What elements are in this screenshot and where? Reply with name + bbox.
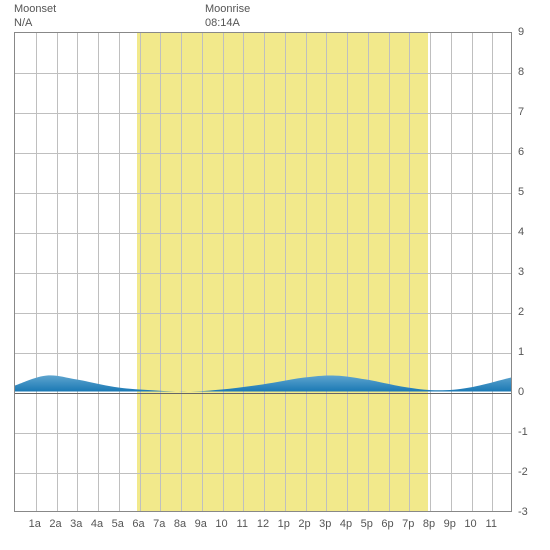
x-tick-label: 8p bbox=[423, 518, 435, 530]
x-tick-label: 3a bbox=[70, 518, 82, 530]
x-tick-label: 6a bbox=[132, 518, 144, 530]
y-tick-label: 7 bbox=[518, 106, 524, 118]
x-tick-label: 4a bbox=[91, 518, 103, 530]
y-tick-label: -2 bbox=[518, 466, 528, 478]
y-tick-label: 6 bbox=[518, 146, 524, 158]
x-tick-label: 6p bbox=[381, 518, 393, 530]
moonset-label: Moonset N/A bbox=[14, 2, 56, 31]
y-tick-label: 5 bbox=[518, 186, 524, 198]
zero-line bbox=[15, 393, 511, 394]
y-tick-label: 8 bbox=[518, 66, 524, 78]
x-tick-label: 5a bbox=[112, 518, 124, 530]
y-tick-label: 2 bbox=[518, 306, 524, 318]
y-tick-label: 0 bbox=[518, 386, 524, 398]
tide-chart-container: Moonset N/A Moonrise 08:14A -3-2-1012345… bbox=[0, 0, 550, 550]
moonrise-title: Moonrise bbox=[205, 2, 250, 16]
x-tick-label: 12 bbox=[257, 518, 269, 530]
x-tick-label: 3p bbox=[319, 518, 331, 530]
x-tick-label: 5p bbox=[361, 518, 373, 530]
x-tick-label: 7p bbox=[402, 518, 414, 530]
x-tick-label: 2a bbox=[49, 518, 61, 530]
x-tick-label: 2p bbox=[298, 518, 310, 530]
x-tick-label: 11 bbox=[486, 518, 497, 530]
y-tick-label: 1 bbox=[518, 346, 524, 358]
x-tick-label: 9a bbox=[195, 518, 207, 530]
x-tick-label: 1a bbox=[29, 518, 41, 530]
moonset-title: Moonset bbox=[14, 2, 56, 16]
x-tick-label: 8a bbox=[174, 518, 186, 530]
moonrise-value: 08:14A bbox=[205, 16, 250, 30]
x-tick-label: 7a bbox=[153, 518, 165, 530]
y-tick-label: -3 bbox=[518, 506, 528, 518]
x-tick-label: 10 bbox=[464, 518, 476, 530]
x-tick-label: 1p bbox=[278, 518, 290, 530]
x-tick-label: 10 bbox=[215, 518, 227, 530]
x-tick-label: 4p bbox=[340, 518, 352, 530]
moonset-value: N/A bbox=[14, 16, 56, 30]
x-tick-label: 9p bbox=[444, 518, 456, 530]
y-tick-label: 4 bbox=[518, 226, 524, 238]
tide-curve bbox=[15, 33, 511, 511]
chart-plot-area bbox=[14, 32, 512, 512]
y-tick-label: 9 bbox=[518, 26, 524, 38]
y-tick-label: 3 bbox=[518, 266, 524, 278]
moonrise-label: Moonrise 08:14A bbox=[205, 2, 250, 31]
x-tick-label: 11 bbox=[237, 518, 248, 530]
y-tick-label: -1 bbox=[518, 426, 528, 438]
